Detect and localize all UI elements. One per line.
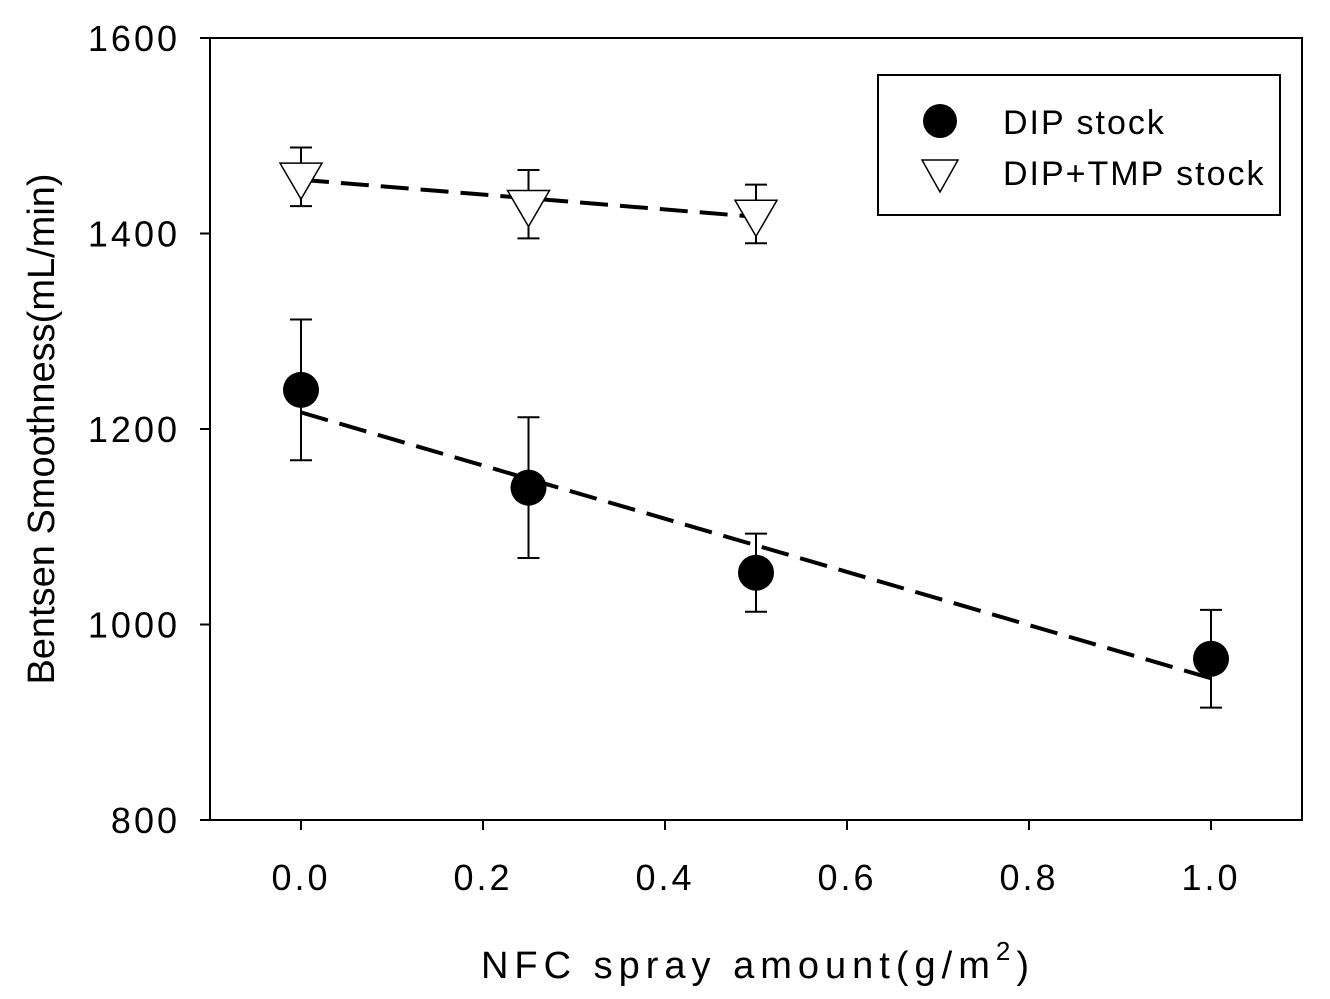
- y-tick-label-2: 1200: [88, 409, 180, 450]
- trend-line-series-1: [300, 177, 757, 219]
- x-axis-title-sup: 2: [996, 936, 1016, 966]
- point-series-0-1: [510, 469, 547, 506]
- x-axis-title: NFC spray amount(g/m2): [481, 936, 1035, 987]
- legend-marker-dip: [923, 104, 957, 138]
- x-tick-label-5: 1.0: [1181, 857, 1240, 898]
- legend-label-dip-tmp: DIP+TMP stock: [1003, 155, 1266, 193]
- point-series-1-2: [733, 199, 779, 238]
- data-markers: [278, 162, 1229, 677]
- y-tick-label-1: 1000: [88, 605, 180, 646]
- x-tick-label-1: 0.2: [453, 857, 512, 898]
- x-tick-label-3: 0.6: [817, 857, 876, 898]
- legend-box: [877, 74, 1281, 216]
- axis-ticks: [200, 37, 1212, 830]
- y-tick-label-4: 1600: [88, 18, 180, 59]
- legend: DIP stock DIP+TMP stock: [877, 74, 1281, 216]
- point-series-0-2: [738, 554, 774, 591]
- x-tick-label-0: 0.0: [271, 857, 330, 898]
- legend-label-dip: DIP stock: [1003, 104, 1166, 142]
- y-tick-label-3: 1400: [88, 214, 180, 255]
- x-tick-label-4: 0.8: [999, 857, 1058, 898]
- y-tick-label-0: 800: [111, 800, 180, 841]
- point-series-0-3: [1193, 640, 1229, 677]
- legend-marker-dip-tmp: [920, 159, 960, 194]
- point-series-0-0: [283, 371, 319, 408]
- point-series-1-1: [506, 189, 551, 228]
- x-tick-label-2: 0.4: [635, 857, 694, 898]
- tick-labels: 0.0 0.2 0.4 0.6 0.8 1.0 800 1000 1200 1400 1600: [88, 18, 1240, 898]
- x-axis-title-main: NFC spray amount(g/m: [481, 945, 996, 987]
- point-series-1-0: [278, 162, 324, 201]
- y-axis-title: Bentsen Smoothness(mL/min): [21, 173, 63, 684]
- trend-lines: [300, 177, 1212, 681]
- x-axis-title-close: ): [1016, 945, 1035, 987]
